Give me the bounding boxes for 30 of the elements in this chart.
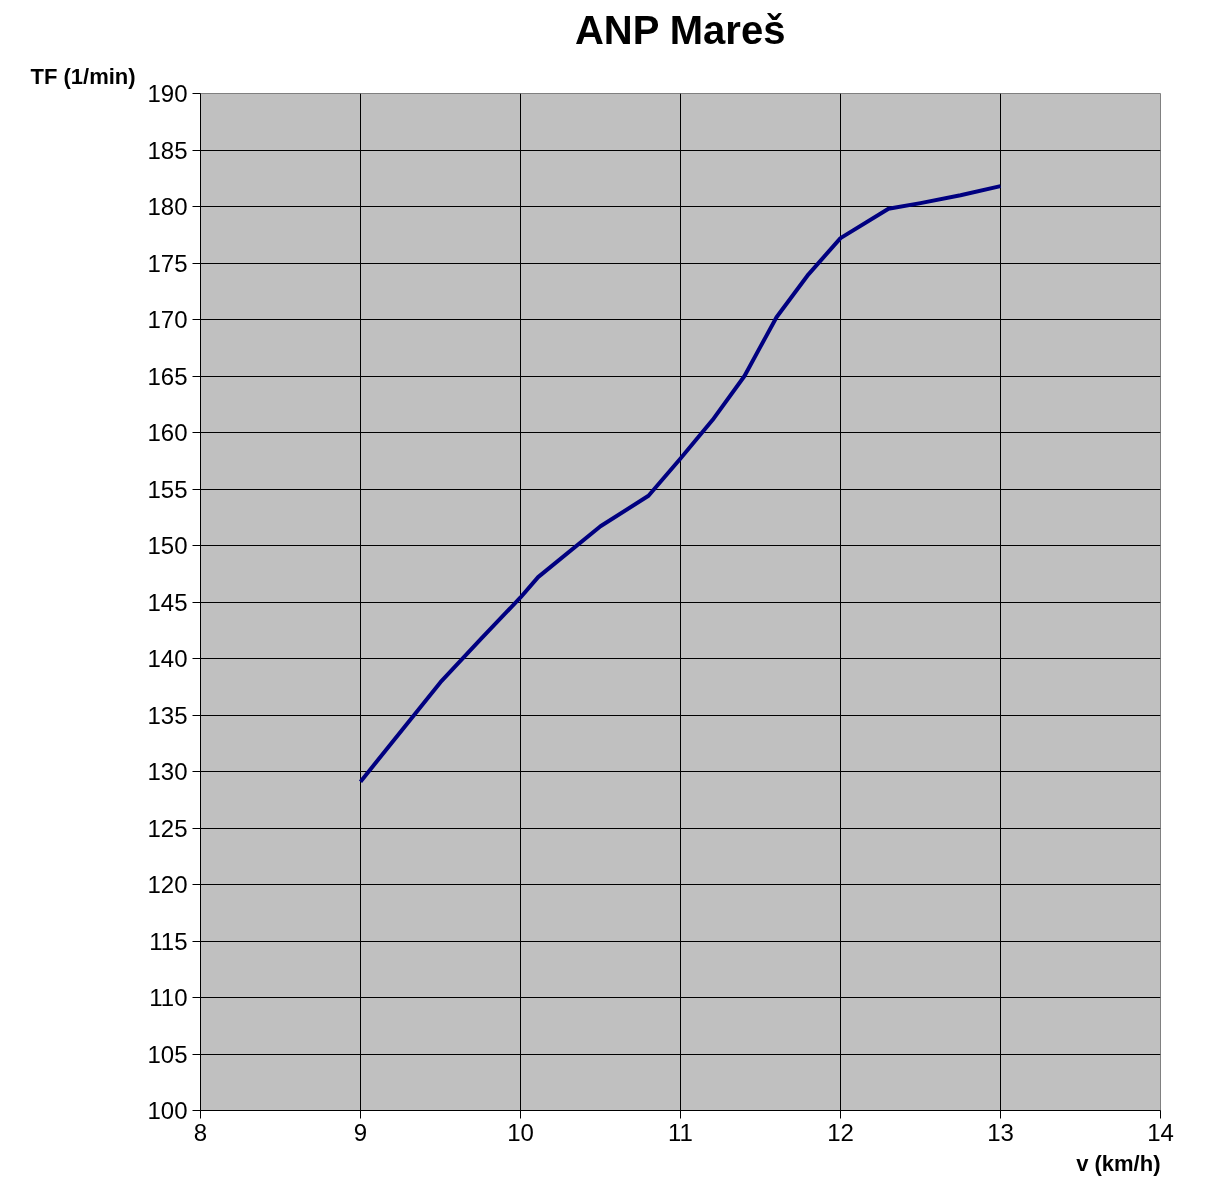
y-tick-label: 180 [147, 193, 188, 220]
y-tick-label: 155 [147, 475, 188, 503]
y-tick-label: 105 [147, 1040, 188, 1068]
y-tick-label: 135 [147, 701, 188, 729]
x-tick-label: 12 [827, 1118, 854, 1146]
y-tick-label: 110 [149, 984, 188, 1011]
chart-title: ANP Mareš [574, 7, 786, 52]
y-tick-label: 145 [147, 588, 188, 616]
x-tick-label: 8 [193, 1118, 208, 1146]
y-tick-label: 160 [147, 419, 188, 446]
y-tick-label: 185 [147, 136, 188, 164]
y-tick-label: 175 [147, 249, 188, 277]
y-tick-label: 115 [149, 927, 188, 955]
y-tick-label: 150 [147, 532, 188, 559]
x-axis-title: v (km/h) [1076, 1150, 1161, 1176]
y-tick-label: 120 [147, 871, 188, 898]
y-axis-title: TF (1/min) [30, 63, 136, 89]
x-tick-label: 13 [987, 1118, 1014, 1146]
x-tick-label: 9 [353, 1118, 368, 1146]
y-tick-label: 190 [147, 80, 188, 107]
x-tick-label: 11 [668, 1118, 693, 1146]
y-tick-label: 170 [147, 306, 188, 333]
y-tick-label: 125 [147, 814, 188, 842]
y-tick-label: 130 [147, 758, 188, 785]
x-tick-label: 10 [507, 1118, 534, 1146]
y-tick-label: 140 [147, 645, 188, 672]
line-series [358, 184, 1003, 784]
y-tick-label: 100 [147, 1097, 188, 1124]
x-tick-label: 14 [1147, 1118, 1174, 1146]
y-tick-label: 165 [147, 362, 188, 390]
